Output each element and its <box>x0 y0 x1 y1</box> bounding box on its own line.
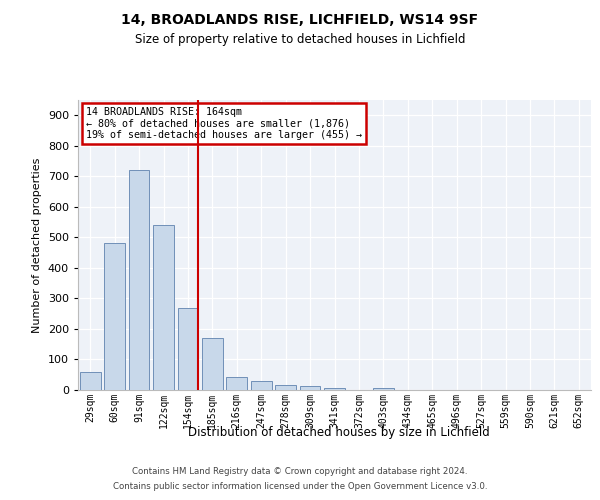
Bar <box>299 386 320 390</box>
Text: Size of property relative to detached houses in Lichfield: Size of property relative to detached ho… <box>135 32 465 46</box>
Text: Contains HM Land Registry data © Crown copyright and database right 2024.: Contains HM Land Registry data © Crown c… <box>132 467 468 476</box>
Bar <box>251 381 272 390</box>
Y-axis label: Number of detached properties: Number of detached properties <box>32 158 42 332</box>
Bar <box>324 388 345 390</box>
Bar <box>202 338 223 390</box>
Text: 14 BROADLANDS RISE: 164sqm
← 80% of detached houses are smaller (1,876)
19% of s: 14 BROADLANDS RISE: 164sqm ← 80% of deta… <box>86 108 362 140</box>
Text: 14, BROADLANDS RISE, LICHFIELD, WS14 9SF: 14, BROADLANDS RISE, LICHFIELD, WS14 9SF <box>121 12 479 26</box>
Bar <box>153 225 174 390</box>
Bar <box>373 388 394 390</box>
Bar <box>104 244 125 390</box>
Bar <box>226 376 247 390</box>
Bar <box>80 372 101 390</box>
Bar <box>128 170 149 390</box>
Text: Distribution of detached houses by size in Lichfield: Distribution of detached houses by size … <box>188 426 490 439</box>
Text: Contains public sector information licensed under the Open Government Licence v3: Contains public sector information licen… <box>113 482 487 491</box>
Bar <box>275 386 296 390</box>
Bar <box>178 308 199 390</box>
